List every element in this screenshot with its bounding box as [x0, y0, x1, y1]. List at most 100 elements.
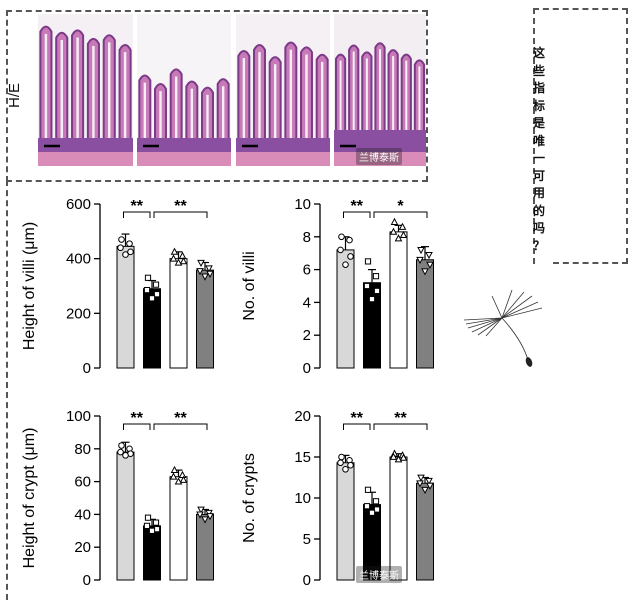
data-point	[399, 230, 408, 239]
significance-bracket	[123, 423, 151, 430]
data-point	[416, 480, 424, 488]
bar	[416, 259, 434, 369]
micrograph-3	[236, 14, 330, 166]
side-note-char: 可	[532, 168, 545, 183]
significance-bracket	[343, 211, 371, 218]
data-point	[416, 256, 424, 265]
data-point	[347, 461, 354, 469]
y-tick-label: 0	[83, 572, 91, 589]
bar	[389, 456, 408, 581]
chart-number-villi: No. of villi 0 2 4 6 8 10 ** *	[240, 188, 440, 388]
charts-frame	[6, 180, 428, 600]
y-tick-label: 6	[303, 262, 311, 279]
data-point	[170, 465, 179, 474]
data-point	[389, 452, 398, 460]
significance-label: *	[397, 198, 404, 215]
y-tick-label: 100	[66, 408, 91, 425]
y-tick-label: 20	[294, 408, 311, 425]
side-note-char: 吗	[532, 221, 545, 235]
significance-label: **	[351, 410, 364, 427]
data-point	[143, 287, 151, 294]
data-point	[174, 477, 183, 485]
data-point	[417, 474, 425, 482]
he-row-label: H/E	[6, 82, 23, 108]
side-note-char: ？	[532, 238, 545, 253]
data-point	[174, 258, 183, 266]
y-tick-label: 40	[74, 506, 91, 523]
bar	[363, 282, 381, 369]
data-point	[196, 268, 204, 276]
y-tick-label: 10	[294, 196, 311, 213]
data-point	[364, 258, 372, 265]
data-point	[178, 251, 187, 259]
bar	[169, 258, 188, 369]
data-point	[117, 244, 124, 252]
bar	[416, 482, 434, 581]
y-tick-label: 0	[303, 360, 311, 377]
data-point	[118, 236, 125, 243]
data-point	[399, 453, 408, 461]
y-axis-label: No. of crypts	[241, 453, 258, 543]
data-point	[346, 236, 353, 244]
y-axis-label: No. of villi	[241, 251, 258, 320]
histology-image	[334, 14, 426, 166]
bar	[169, 476, 188, 581]
bar	[196, 513, 214, 581]
side-note-bottom-line	[553, 262, 628, 264]
significance-bracket	[343, 423, 371, 430]
y-tick-label: 4	[303, 294, 311, 311]
data-point	[118, 442, 125, 449]
micrograph-4	[334, 14, 426, 166]
y-tick-label: 15	[294, 449, 311, 466]
side-note-char: 一	[532, 151, 545, 165]
significance-label: **	[174, 198, 187, 215]
data-point	[342, 466, 349, 473]
y-tick-label: 0	[83, 360, 91, 377]
data-point	[368, 509, 376, 516]
significance-label: **	[131, 198, 144, 215]
side-note-char: 唯	[532, 133, 545, 148]
side-note-frame	[533, 8, 628, 264]
y-tick-label: 2	[303, 327, 311, 344]
y-tick-label: 20	[74, 539, 91, 556]
data-point	[426, 482, 434, 490]
data-point	[152, 519, 160, 526]
bar	[196, 269, 214, 369]
bar	[143, 525, 161, 581]
data-point	[170, 247, 179, 255]
data-point	[179, 475, 188, 483]
bar	[116, 245, 135, 369]
data-point	[425, 251, 433, 260]
data-point	[201, 273, 209, 281]
data-point	[426, 261, 434, 269]
significance-label: **	[131, 410, 144, 427]
data-point	[373, 287, 381, 295]
y-tick-label: 8	[303, 229, 311, 246]
watermark-top: 兰博泰斯	[356, 148, 402, 165]
side-note-char: 这	[532, 46, 545, 60]
y-axis-label: Height of crypt (μm)	[21, 428, 38, 569]
data-point	[425, 477, 433, 486]
micrograph-2	[137, 14, 231, 166]
data-point	[148, 527, 156, 534]
bar	[336, 462, 355, 581]
side-note-char: 用	[532, 186, 545, 200]
y-tick-label: 400	[66, 251, 91, 268]
data-point	[337, 246, 344, 254]
watermark-bottom: 兰博泰斯	[356, 566, 402, 583]
histology-image	[236, 14, 330, 166]
side-note-char: 的	[532, 203, 545, 218]
data-point	[178, 470, 187, 478]
data-point	[153, 526, 161, 533]
micrograph-1	[38, 14, 133, 166]
data-point	[342, 261, 349, 268]
data-point	[148, 295, 156, 302]
significance-bracket	[153, 211, 208, 218]
side-note-char: 是	[532, 116, 545, 130]
significance-bracket	[153, 423, 208, 430]
side-note-char: 标	[532, 98, 545, 113]
significance-label: **	[351, 198, 364, 215]
chart-height-crypt: Height of crypt (μm) 0 20 40 60 80 100 ** **	[20, 400, 230, 600]
data-point	[338, 453, 345, 461]
data-point	[153, 291, 161, 298]
